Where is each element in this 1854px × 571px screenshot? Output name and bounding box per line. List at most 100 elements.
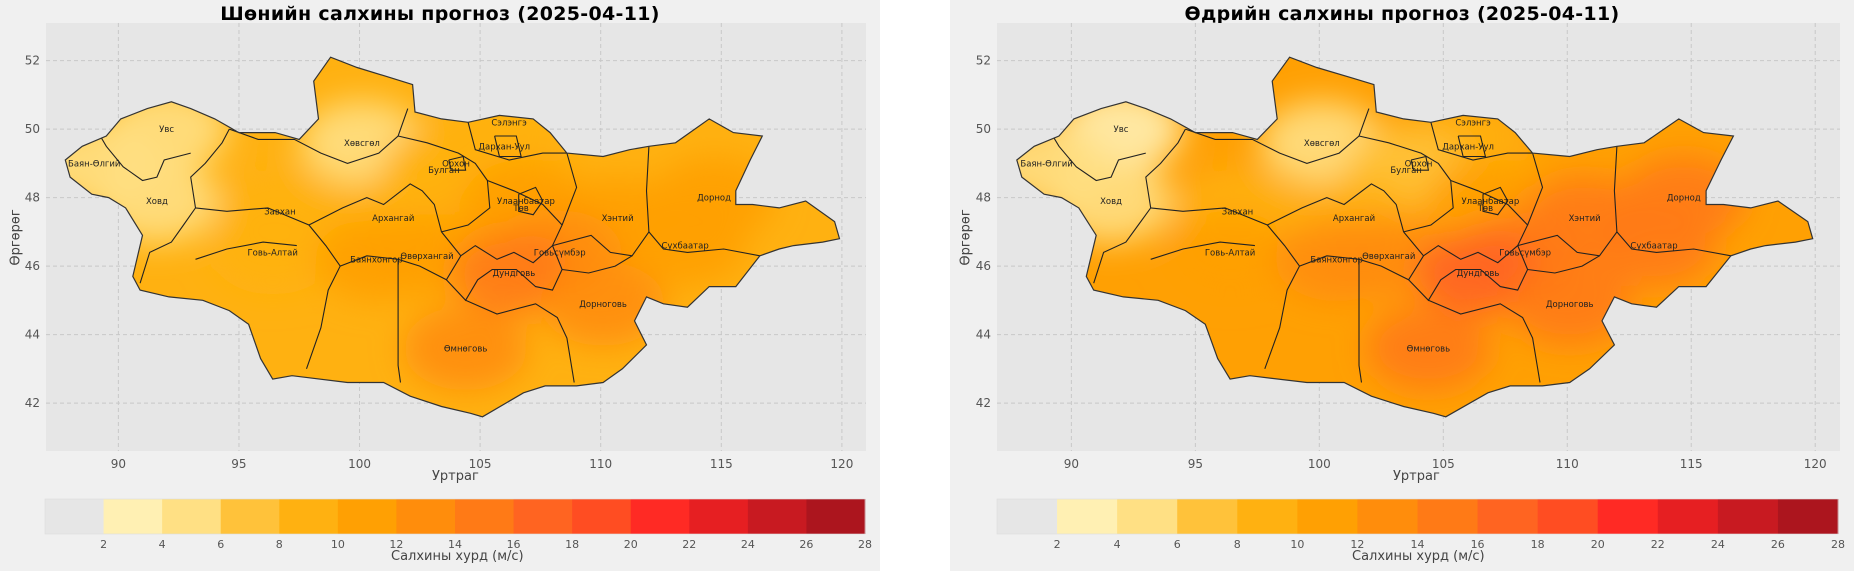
y-axis-label: Өргөрөг [958,209,974,266]
province-label: Дундговь [492,269,535,279]
y-axis-label: Өргөрөг [8,209,24,266]
province-boundary [494,135,522,158]
wind-blob [1507,261,1632,346]
province-label: Өвөрхангай [400,252,453,262]
province-label: Улаанбаатар [497,197,555,207]
province-boundary [467,122,567,161]
province-boundary [1403,179,1529,264]
y-tick-label: 48 [25,191,40,205]
night-forecast-panel: Шөнийн салхины прогноз (2025-04-11) 90 95… [0,0,880,571]
colorbar-swatch [1717,499,1779,534]
colorbar-swatch [1537,499,1599,534]
y-tick-label: 42 [25,396,40,410]
y-tick-label: 52 [976,54,991,68]
province-boundary [1093,128,1186,284]
province-boundary [1457,135,1487,158]
province-boundary [1430,122,1533,161]
colorbar-swatch [1297,499,1358,534]
day-forecast-panel: Өдрийн салхины прогноз (2025-04-11) 90 95… [950,0,1854,571]
colorbar-tick-label: 22 [682,538,696,551]
province-boundary [1267,183,1405,233]
province-boundary [1613,146,1731,257]
province-boundary [1527,255,1600,274]
province-boundary [1358,135,1454,233]
province-label: Өмнөговь [444,344,488,354]
colorbar-swatch [572,499,632,534]
x-tick-label: 110 [1556,457,1579,471]
province-boundary [1046,125,1146,182]
province-boundary [1150,241,1255,260]
colorbar-frame [44,498,866,535]
y-tick-label: 44 [976,328,991,342]
colorbar-swatch [1597,499,1659,534]
colorbar-swatch [747,499,807,534]
province-boundary [397,135,491,233]
colorbar-swatch [1177,499,1238,534]
province-label: Сэлэнгэ [1455,118,1491,128]
wind-blob [1416,230,1541,315]
province-label: Өвөрхангай [1362,252,1415,262]
colorbar-tick-label: 16 [507,538,521,551]
x-tick-label: 95 [1188,457,1203,471]
province-label: Говьсүмбэр [1499,248,1551,258]
province-boundary [562,255,633,274]
colorbar-tick-label: 22 [1651,538,1665,551]
colorbar-tick-label: 14 [448,538,462,551]
y-tick-label: 48 [976,191,991,205]
colorbar-tick-label: 28 [858,538,872,551]
colorbar-tick-label: 12 [389,538,403,551]
province-label: Сүхбаатар [1630,242,1677,252]
colorbar-tick-label: 8 [276,538,283,551]
colorbar-swatch [1777,499,1839,534]
province-boundary [1410,155,1430,171]
colorbar-tick-label: 20 [624,538,638,551]
colorbar-swatch [1477,499,1539,534]
province-label: Увс [1114,125,1129,135]
x-tick-label: 120 [1804,457,1827,471]
x-axis-label: Уртраг [1393,469,1440,484]
colorbar-swatch [45,499,105,534]
y-tick-label: 50 [976,122,991,136]
province-boundary [1185,108,1370,164]
province-boundary [340,255,462,281]
y-tick-label: 42 [976,396,991,410]
province-label: Улаанбаатар [1461,197,1519,207]
x-tick-label: 95 [231,457,246,471]
colorbar-swatch [630,499,690,534]
y-tick-label: 46 [976,259,991,273]
province-label: Хөвсгөл [344,139,380,149]
chart-title: Өдрийн салхины прогноз (2025-04-11) [1184,3,1620,25]
colorbar-swatch [1417,499,1479,534]
province-boundary [1358,259,1363,383]
country-border [1016,56,1814,418]
province-label: Завхан [1222,207,1253,217]
province-boundary [465,299,575,383]
colorbar-tick-label: 20 [1591,538,1605,551]
wind-field [65,80,777,391]
colorbar-swatch [513,499,573,534]
province-label: Увс [159,125,174,135]
colorbar-tick-label: 28 [1831,538,1845,551]
province-boundary [195,207,341,369]
province-label: Хэнтий [602,214,634,224]
province-boundary [1482,186,1509,216]
province-label: Дархан-Уул [478,142,530,152]
colorbar-tick-label: 4 [159,538,166,551]
province-boundary [308,183,443,233]
colorbar-tick-label: 24 [741,538,755,551]
colorbar-tick-label: 8 [1234,538,1241,551]
province-boundary [93,125,191,182]
colorbar-tick-label: 10 [1290,538,1304,551]
province-label: Сэлэнгэ [491,118,527,128]
province-boundary [552,231,650,257]
country-border [64,56,841,418]
colorbar-swatch [162,499,222,534]
province-label: Дархан-Уул [1442,142,1494,152]
wind-blob [210,210,335,295]
colorbar-swatch [997,499,1058,534]
province-boundary [441,179,563,264]
province-label: Дундговь [1457,269,1500,279]
wind-blob [541,261,666,346]
day-wind-map: 90 95 100 105 110 115 120424446485052УвсБаян-Ө… [976,23,1845,551]
wind-blob [1366,306,1491,391]
